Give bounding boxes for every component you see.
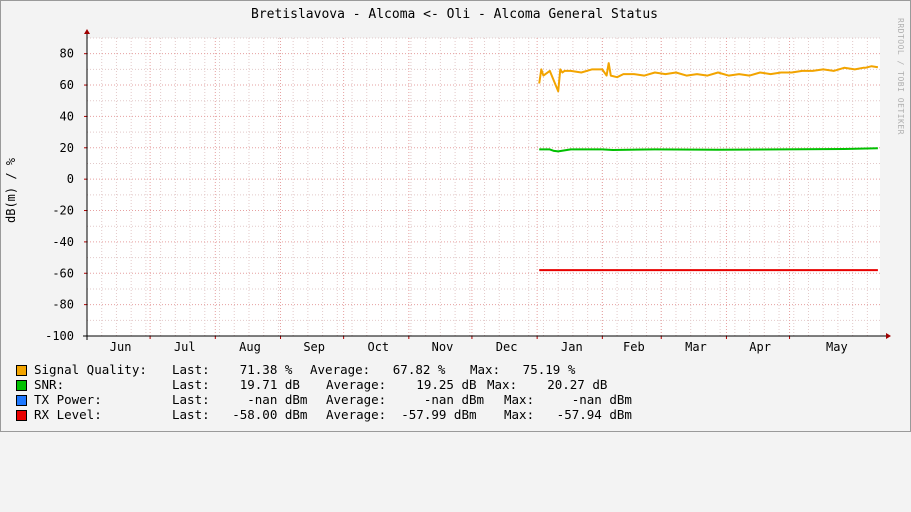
legend-row-signal-quality: Signal Quality: Last: 71.38 % Average: 6… (16, 362, 575, 377)
y-tick-label: 80 (60, 47, 74, 61)
series-line-snr (539, 147, 878, 153)
legend-last-value: Last: 19.71 dB (172, 377, 300, 392)
axes (83, 29, 891, 340)
chart-plot: 80 60 40 20 0 -20 -40 -60 -80 -100 Jun Jul Aug Sep Oc… (45, 29, 891, 354)
legend-swatch-rx-level (16, 410, 27, 421)
plot-area (87, 38, 880, 336)
x-tick-labels: Jun Jul Aug Sep Oct Nov Dec Jan Feb Mar Apr May (110, 340, 848, 354)
chart-title: Bretislavova - Alcoma <- Oli - Alcoma Ge… (251, 7, 658, 22)
legend-average-value: Average: -nan dBm (326, 392, 485, 407)
y-tick-labels: 80 60 40 20 0 -20 -40 -60 -80 -100 (45, 47, 74, 343)
legend-series-name: Signal Quality: (34, 362, 147, 377)
legend-max-value: Max: 75.19 % (470, 362, 576, 377)
legend-max-value: Max: 20.27 dB (487, 377, 608, 392)
legend-last-value: Last: 71.38 % (172, 362, 293, 377)
y-tick-label: -60 (52, 266, 74, 280)
legend-average-value: Average: 67.82 % (310, 362, 446, 377)
y-axis-arrow (84, 29, 90, 34)
x-tick-label: Oct (367, 340, 389, 354)
y-tick-label: 0 (67, 172, 74, 186)
legend-average-value: Average: -57.99 dBm (326, 407, 477, 422)
legend-average-value: Average: 19.25 dB (326, 377, 477, 392)
legend-max-value: Max: -nan dBm (504, 392, 632, 407)
legend-series-name: RX Level: (34, 407, 102, 422)
series-line-signal-quality (538, 62, 879, 93)
y-tick-label: -40 (52, 235, 74, 249)
y-tick-label: -100 (45, 329, 74, 343)
grid-minor (87, 37, 880, 336)
x-tick-label: Dec (496, 340, 518, 354)
legend-series-name: TX Power: (34, 392, 102, 407)
y-tick-label: -80 (52, 298, 74, 312)
legend-swatch-snr (16, 380, 27, 391)
legend-row-tx-power: TX Power: Last: -nan dBm Average: -nan d… (16, 392, 632, 407)
x-tick-label: Aug (239, 340, 261, 354)
x-tick-label: Jul (174, 340, 196, 354)
legend-swatch-signal-quality (16, 365, 27, 376)
y-tick-label: 40 (60, 109, 74, 123)
legend-row-rx-level: RX Level: Last: -58.00 dBm Average: -57.… (16, 407, 632, 422)
y-tick-label: -20 (52, 204, 74, 218)
y-tick-label: 60 (60, 78, 74, 92)
legend-last-value: Last: -58.00 dBm (172, 407, 308, 422)
grid-major (84, 38, 880, 339)
legend-swatch-tx-power (16, 395, 27, 406)
x-tick-label: Feb (623, 340, 645, 354)
x-tick-label: Jun (110, 340, 132, 354)
x-tick-label: Jan (561, 340, 583, 354)
legend-last-value: Last: -nan dBm (172, 392, 308, 407)
watermark-text: RRDTOOL / TOBI OETIKER (896, 18, 905, 135)
y-tick-label: 20 (60, 141, 74, 155)
x-tick-label: Mar (685, 340, 707, 354)
x-tick-label: Apr (749, 340, 771, 354)
legend-max-value: Max: -57.94 dBm (504, 407, 632, 422)
series-layer (538, 62, 879, 272)
x-tick-label: Nov (432, 340, 454, 354)
x-tick-label: Sep (303, 340, 325, 354)
legend-series-name: SNR: (34, 377, 65, 392)
x-axis-arrow (886, 333, 891, 339)
legend-row-snr: SNR: Last: 19.71 dB Average: 19.25 dB Ma… (16, 377, 607, 392)
x-tick-label: May (826, 340, 848, 354)
legend: Signal Quality: Last: 71.38 % Average: 6… (16, 362, 632, 422)
